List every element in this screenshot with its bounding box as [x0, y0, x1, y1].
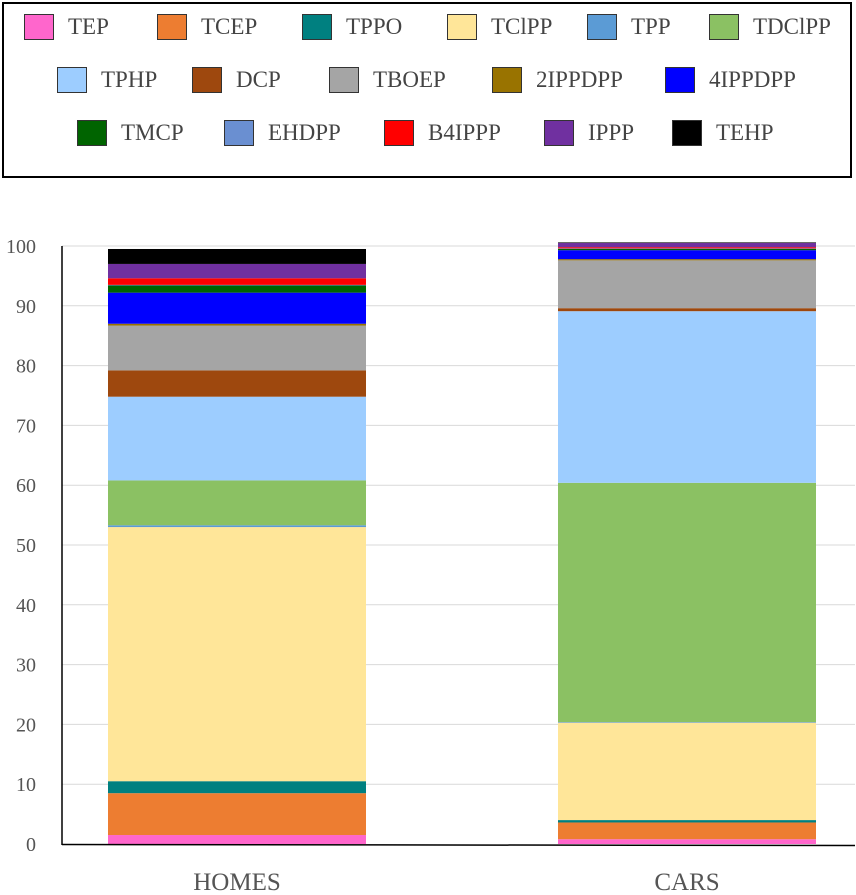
bar-segment-cars-tppo	[558, 820, 816, 823]
bar-segment-cars-ippp	[558, 243, 816, 248]
bar-segment-cars-dcp	[558, 308, 816, 312]
bar-segment-cars-tep	[558, 839, 816, 844]
x-category-label: HOMES	[193, 869, 281, 895]
legend-item-tphp: TPHP	[57, 65, 157, 95]
legend-label: 2IPPDPP	[536, 67, 623, 92]
legend-swatch	[672, 120, 702, 146]
bar-segment-cars-tpp	[558, 722, 816, 723]
legend-label: DCP	[236, 67, 281, 92]
bar-segment-homes-tpp	[108, 525, 366, 528]
legend-item-tboep: TBOEP	[329, 65, 446, 95]
legend-item-tep: TEP	[24, 12, 109, 42]
legend-swatch	[709, 14, 739, 40]
y-tick-label: 90	[16, 296, 36, 318]
legend-label: TDClPP	[753, 14, 831, 39]
legend-item-tehp: TEHP	[672, 118, 774, 148]
bar-segment-homes-tehp	[108, 248, 366, 264]
bar-segment-homes-tmcp	[108, 285, 366, 293]
legend-item-4ippdpp: 4IPPDPP	[665, 65, 796, 95]
legend-item-2ippdpp: 2IPPDPP	[492, 65, 623, 95]
y-tick-label: 40	[16, 595, 36, 617]
legend-item-tclpp: TClPP	[447, 12, 552, 42]
bar-segment-cars-2ippdpp	[558, 259, 816, 261]
bar-segment-homes-tep	[108, 835, 366, 844]
bar-segment-cars-tehp	[558, 242, 816, 244]
legend-item-tcep: TCEP	[157, 12, 257, 42]
legend-item-ippp: IPPP	[544, 118, 634, 148]
legend-item-tdclpp: TDClPP	[709, 12, 831, 42]
legend-swatch	[77, 120, 107, 146]
bar-segment-homes-4ippdpp	[108, 292, 366, 324]
legend-label: EHDPP	[268, 120, 341, 145]
legend-item-tpp: TPP	[587, 12, 671, 42]
bar-segment-cars-4ippdpp	[558, 250, 816, 260]
y-tick-label: 30	[16, 655, 36, 677]
legend-swatch	[329, 67, 359, 93]
legend-swatch	[57, 67, 87, 93]
bar-segment-homes-dcp	[108, 370, 366, 397]
legend-label: TPP	[631, 14, 671, 39]
legend-label: TEP	[68, 14, 109, 39]
legend-item-ehdpp: EHDPP	[224, 118, 341, 148]
y-tick-label: 20	[16, 714, 36, 736]
bar-segment-homes-tppo	[108, 781, 366, 794]
y-tick-label: 60	[16, 475, 36, 497]
bar-segment-homes-2ippdpp	[108, 323, 366, 326]
y-tick-label: 10	[16, 774, 36, 796]
legend-label: 4IPPDPP	[709, 67, 796, 92]
bar-segment-homes-ippp	[108, 263, 366, 279]
legend-label: TCEP	[201, 14, 258, 39]
y-tick-label: 0	[26, 834, 36, 856]
bar-segment-homes-ehdpp	[108, 284, 366, 286]
legend-label: TPPO	[346, 14, 403, 39]
legend-label: TBOEP	[373, 67, 446, 92]
y-tick-label: 80	[16, 356, 36, 378]
legend-swatch	[24, 14, 54, 40]
legend-swatch	[587, 14, 617, 40]
legend-swatch	[492, 67, 522, 93]
bar-segment-cars-tboep	[558, 260, 816, 309]
legend-item-tmcp: TMCP	[77, 118, 184, 148]
bar-segment-cars-tdclpp	[558, 482, 816, 723]
legend-label: IPPP	[588, 120, 635, 145]
legend-item-b4ippp: B4IPPP	[384, 118, 501, 148]
legend-label: TEHP	[716, 120, 774, 145]
legend-swatch	[157, 14, 187, 40]
legend-swatch	[224, 120, 254, 146]
bar-segment-homes-tboep	[108, 325, 366, 371]
bar-segment-cars-ehdpp	[558, 248, 816, 249]
y-tick-label: 100	[6, 236, 36, 258]
bar-segment-homes-tcep	[108, 793, 366, 836]
bar-segment-homes-tclpp	[108, 527, 366, 782]
legend-swatch	[302, 14, 332, 40]
y-tick-label: 50	[16, 535, 36, 557]
legend-swatch	[544, 120, 574, 146]
legend-item-dcp: DCP	[192, 65, 281, 95]
legend-label: TMCP	[121, 120, 184, 145]
legend-label: TPHP	[101, 67, 158, 92]
bar-segment-homes-tdclpp	[108, 480, 366, 526]
legend-label: TClPP	[491, 14, 553, 39]
legend-swatch	[665, 67, 695, 93]
bar-segment-homes-b4ippp	[108, 278, 366, 285]
x-category-label: CARS	[654, 869, 719, 895]
chart-legend: TEP TCEP TPPO TClPP TPP TDClPP TPHP DCP TBOEP 2IP…	[2, 2, 852, 178]
bar-segment-cars-b4ippp	[558, 247, 816, 249]
bar-segment-cars-tmcp	[558, 248, 816, 251]
legend-item-tppo: TPPO	[302, 12, 402, 42]
legend-swatch	[384, 120, 414, 146]
y-tick-label: 70	[16, 415, 36, 437]
legend-swatch	[192, 67, 222, 93]
x-axis	[61, 843, 856, 847]
legend-swatch	[447, 14, 477, 40]
bar-segment-homes-tphp	[108, 396, 366, 481]
legend-label: B4IPPP	[428, 120, 501, 145]
bar-segment-cars-tclpp	[558, 722, 816, 821]
bar-segment-cars-tphp	[558, 311, 816, 483]
bar-segment-cars-tcep	[558, 822, 816, 840]
